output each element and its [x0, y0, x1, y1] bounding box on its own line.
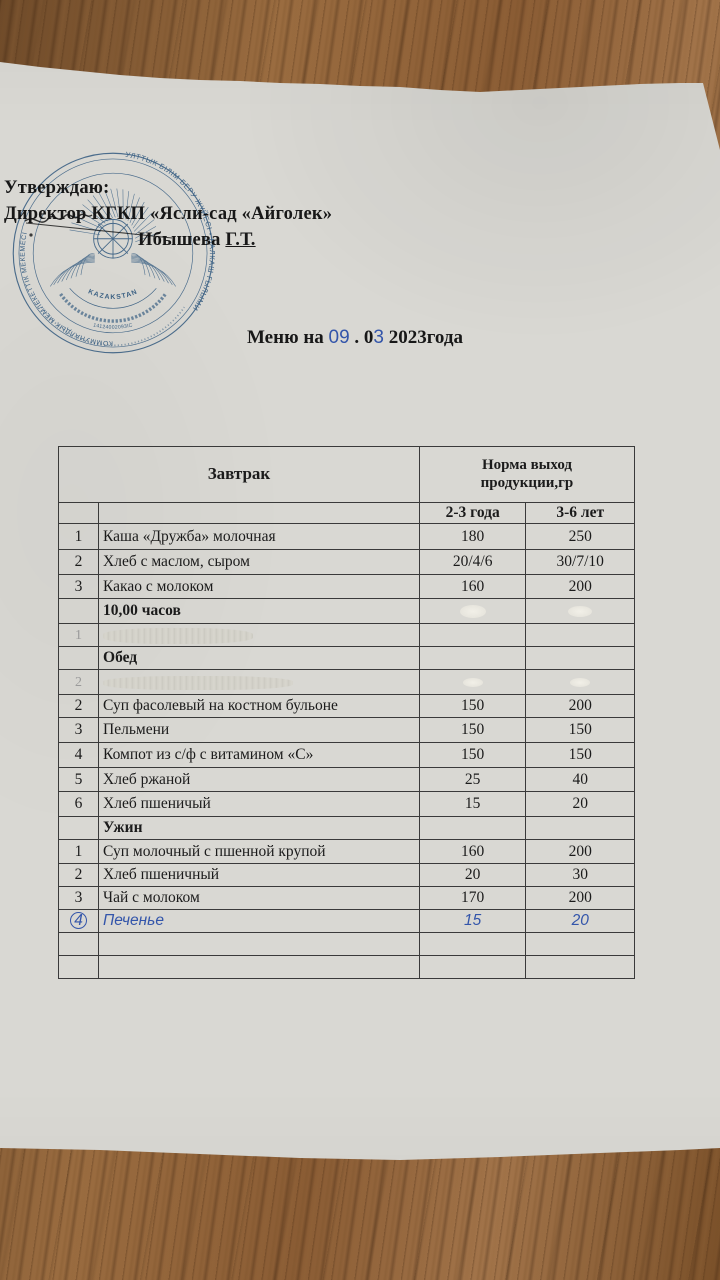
svg-text:14124002093IC: 14124002093IC	[93, 322, 134, 330]
svg-text:KAZAKSTAN: KAZAKSTAN	[87, 288, 139, 301]
svg-text:УЛТТЫК БІЛІМ БЕРУ ЖҮЙЕСІ • БАЛ: УЛТТЫК БІЛІМ БЕРУ ЖҮЙЕСІ • БАЛКАШ ҒЫЛЫМИ	[125, 150, 217, 313]
